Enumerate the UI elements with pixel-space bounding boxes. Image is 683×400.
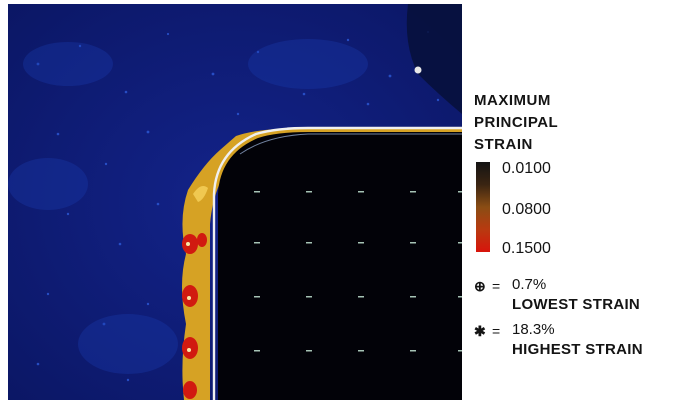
- interior-edge-inner-line: [239, 133, 462, 155]
- lowest-strain-symbol-icon: ⊕: [474, 278, 486, 294]
- strain-contour-svg: [8, 4, 462, 400]
- highest-strain-entry: 18.3% HIGHEST STRAIN: [512, 320, 643, 360]
- highest-strain-symbol-icon: ✱: [474, 323, 486, 339]
- colorbar-tick-label: 0.0800: [502, 201, 551, 218]
- strain-band-highlight: [193, 186, 208, 202]
- colorbar-tick-label: 0.1500: [502, 240, 551, 257]
- strain-legend: MAXIMUM PRINCIPAL STRAIN 0.0100 0.0800 0…: [472, 88, 683, 400]
- legend-title: MAXIMUM PRINCIPAL STRAIN: [474, 90, 558, 156]
- lowest-strain-percent: 0.7%: [512, 276, 547, 293]
- lowest-strain-entry: 0.7% LOWEST STRAIN: [512, 275, 640, 315]
- lowest-strain-label: LOWEST STRAIN: [512, 296, 641, 313]
- legend-title-line: MAXIMUM: [474, 92, 551, 109]
- lowest-strain-equals: =: [492, 278, 501, 294]
- interior-edge-line: [212, 126, 462, 400]
- legend-title-line: STRAIN: [474, 136, 533, 153]
- highest-strain-percent: 18.3%: [512, 321, 555, 338]
- strain-contour-plot: [8, 4, 462, 400]
- background-patches: [8, 39, 368, 374]
- highest-strain-label: HIGHEST STRAIN: [512, 341, 643, 358]
- legend-title-line: PRINCIPAL: [474, 114, 559, 131]
- strain-colorbar: [476, 162, 490, 252]
- min-strain-marker-dot: [414, 66, 422, 74]
- background-speckles: [36, 30, 440, 382]
- colorbar-tick-label: 0.0100: [502, 160, 551, 177]
- dark-corner-region: [406, 4, 462, 114]
- highest-strain-equals: =: [492, 323, 501, 339]
- low-strain-interior: [218, 132, 462, 400]
- interior-mesh-points: [254, 191, 462, 352]
- hot-spot-cores: [186, 242, 191, 352]
- strain-band: [182, 128, 462, 400]
- hot-spots: [182, 233, 207, 399]
